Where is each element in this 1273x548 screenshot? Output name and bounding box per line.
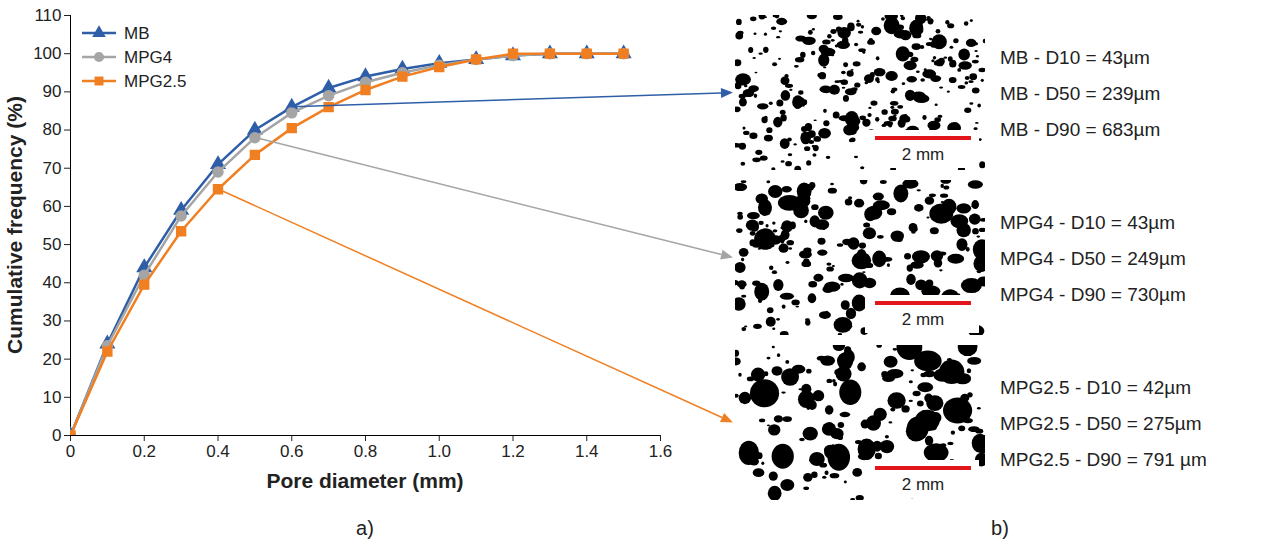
svg-text:MPG2.5 - D50 = 275µm: MPG2.5 - D50 = 275µm — [1000, 413, 1202, 434]
svg-text:MB - D90 = 683µm: MB - D90 = 683µm — [1000, 119, 1160, 140]
svg-text:MPG4 - D10 = 43µm: MPG4 - D10 = 43µm — [1000, 212, 1175, 233]
svg-text:110: 110 — [34, 6, 61, 25]
svg-text:MPG2.5 - D10 = 42µm: MPG2.5 - D10 = 42µm — [1000, 377, 1191, 398]
svg-text:2 mm: 2 mm — [902, 145, 945, 164]
svg-text:MB - D50 = 239µm: MB - D50 = 239µm — [1000, 83, 1160, 104]
svg-text:1.4: 1.4 — [575, 442, 599, 461]
svg-text:MPG4 - D90 = 730µm: MPG4 - D90 = 730µm — [1000, 284, 1186, 305]
svg-text:80: 80 — [43, 120, 62, 139]
svg-text:0: 0 — [66, 442, 75, 461]
svg-text:Cumulative frequency (%): Cumulative frequency (%) — [3, 96, 26, 354]
svg-text:MB: MB — [124, 24, 150, 43]
svg-text:0.6: 0.6 — [280, 442, 304, 461]
svg-text:0: 0 — [52, 426, 61, 445]
svg-text:90: 90 — [43, 82, 62, 101]
svg-text:MPG4: MPG4 — [124, 48, 172, 67]
svg-text:40: 40 — [43, 273, 62, 292]
svg-text:100: 100 — [33, 44, 61, 63]
svg-text:a): a) — [356, 517, 374, 539]
svg-text:b): b) — [991, 517, 1009, 539]
svg-text:0.2: 0.2 — [132, 442, 156, 461]
svg-text:MPG2.5 - D90 = 791 µm: MPG2.5 - D90 = 791 µm — [1000, 449, 1207, 470]
svg-text:0.4: 0.4 — [206, 442, 230, 461]
svg-text:50: 50 — [43, 235, 62, 254]
svg-text:1.6: 1.6 — [649, 442, 673, 461]
svg-text:1.0: 1.0 — [427, 442, 451, 461]
svg-text:30: 30 — [43, 311, 62, 330]
svg-text:10: 10 — [43, 388, 62, 407]
svg-text:2 mm: 2 mm — [902, 310, 945, 329]
svg-text:2 mm: 2 mm — [902, 475, 945, 494]
svg-text:20: 20 — [43, 350, 62, 369]
svg-text:Pore diameter (mm): Pore diameter (mm) — [266, 469, 463, 492]
svg-text:MPG4 - D50 = 249µm: MPG4 - D50 = 249µm — [1000, 248, 1186, 269]
svg-text:MB - D10 = 43µm: MB - D10 = 43µm — [1000, 47, 1150, 68]
svg-text:MPG2.5: MPG2.5 — [124, 72, 186, 91]
svg-text:1.2: 1.2 — [501, 442, 525, 461]
svg-text:70: 70 — [43, 159, 62, 178]
svg-text:0.8: 0.8 — [354, 442, 378, 461]
svg-text:60: 60 — [43, 197, 62, 216]
